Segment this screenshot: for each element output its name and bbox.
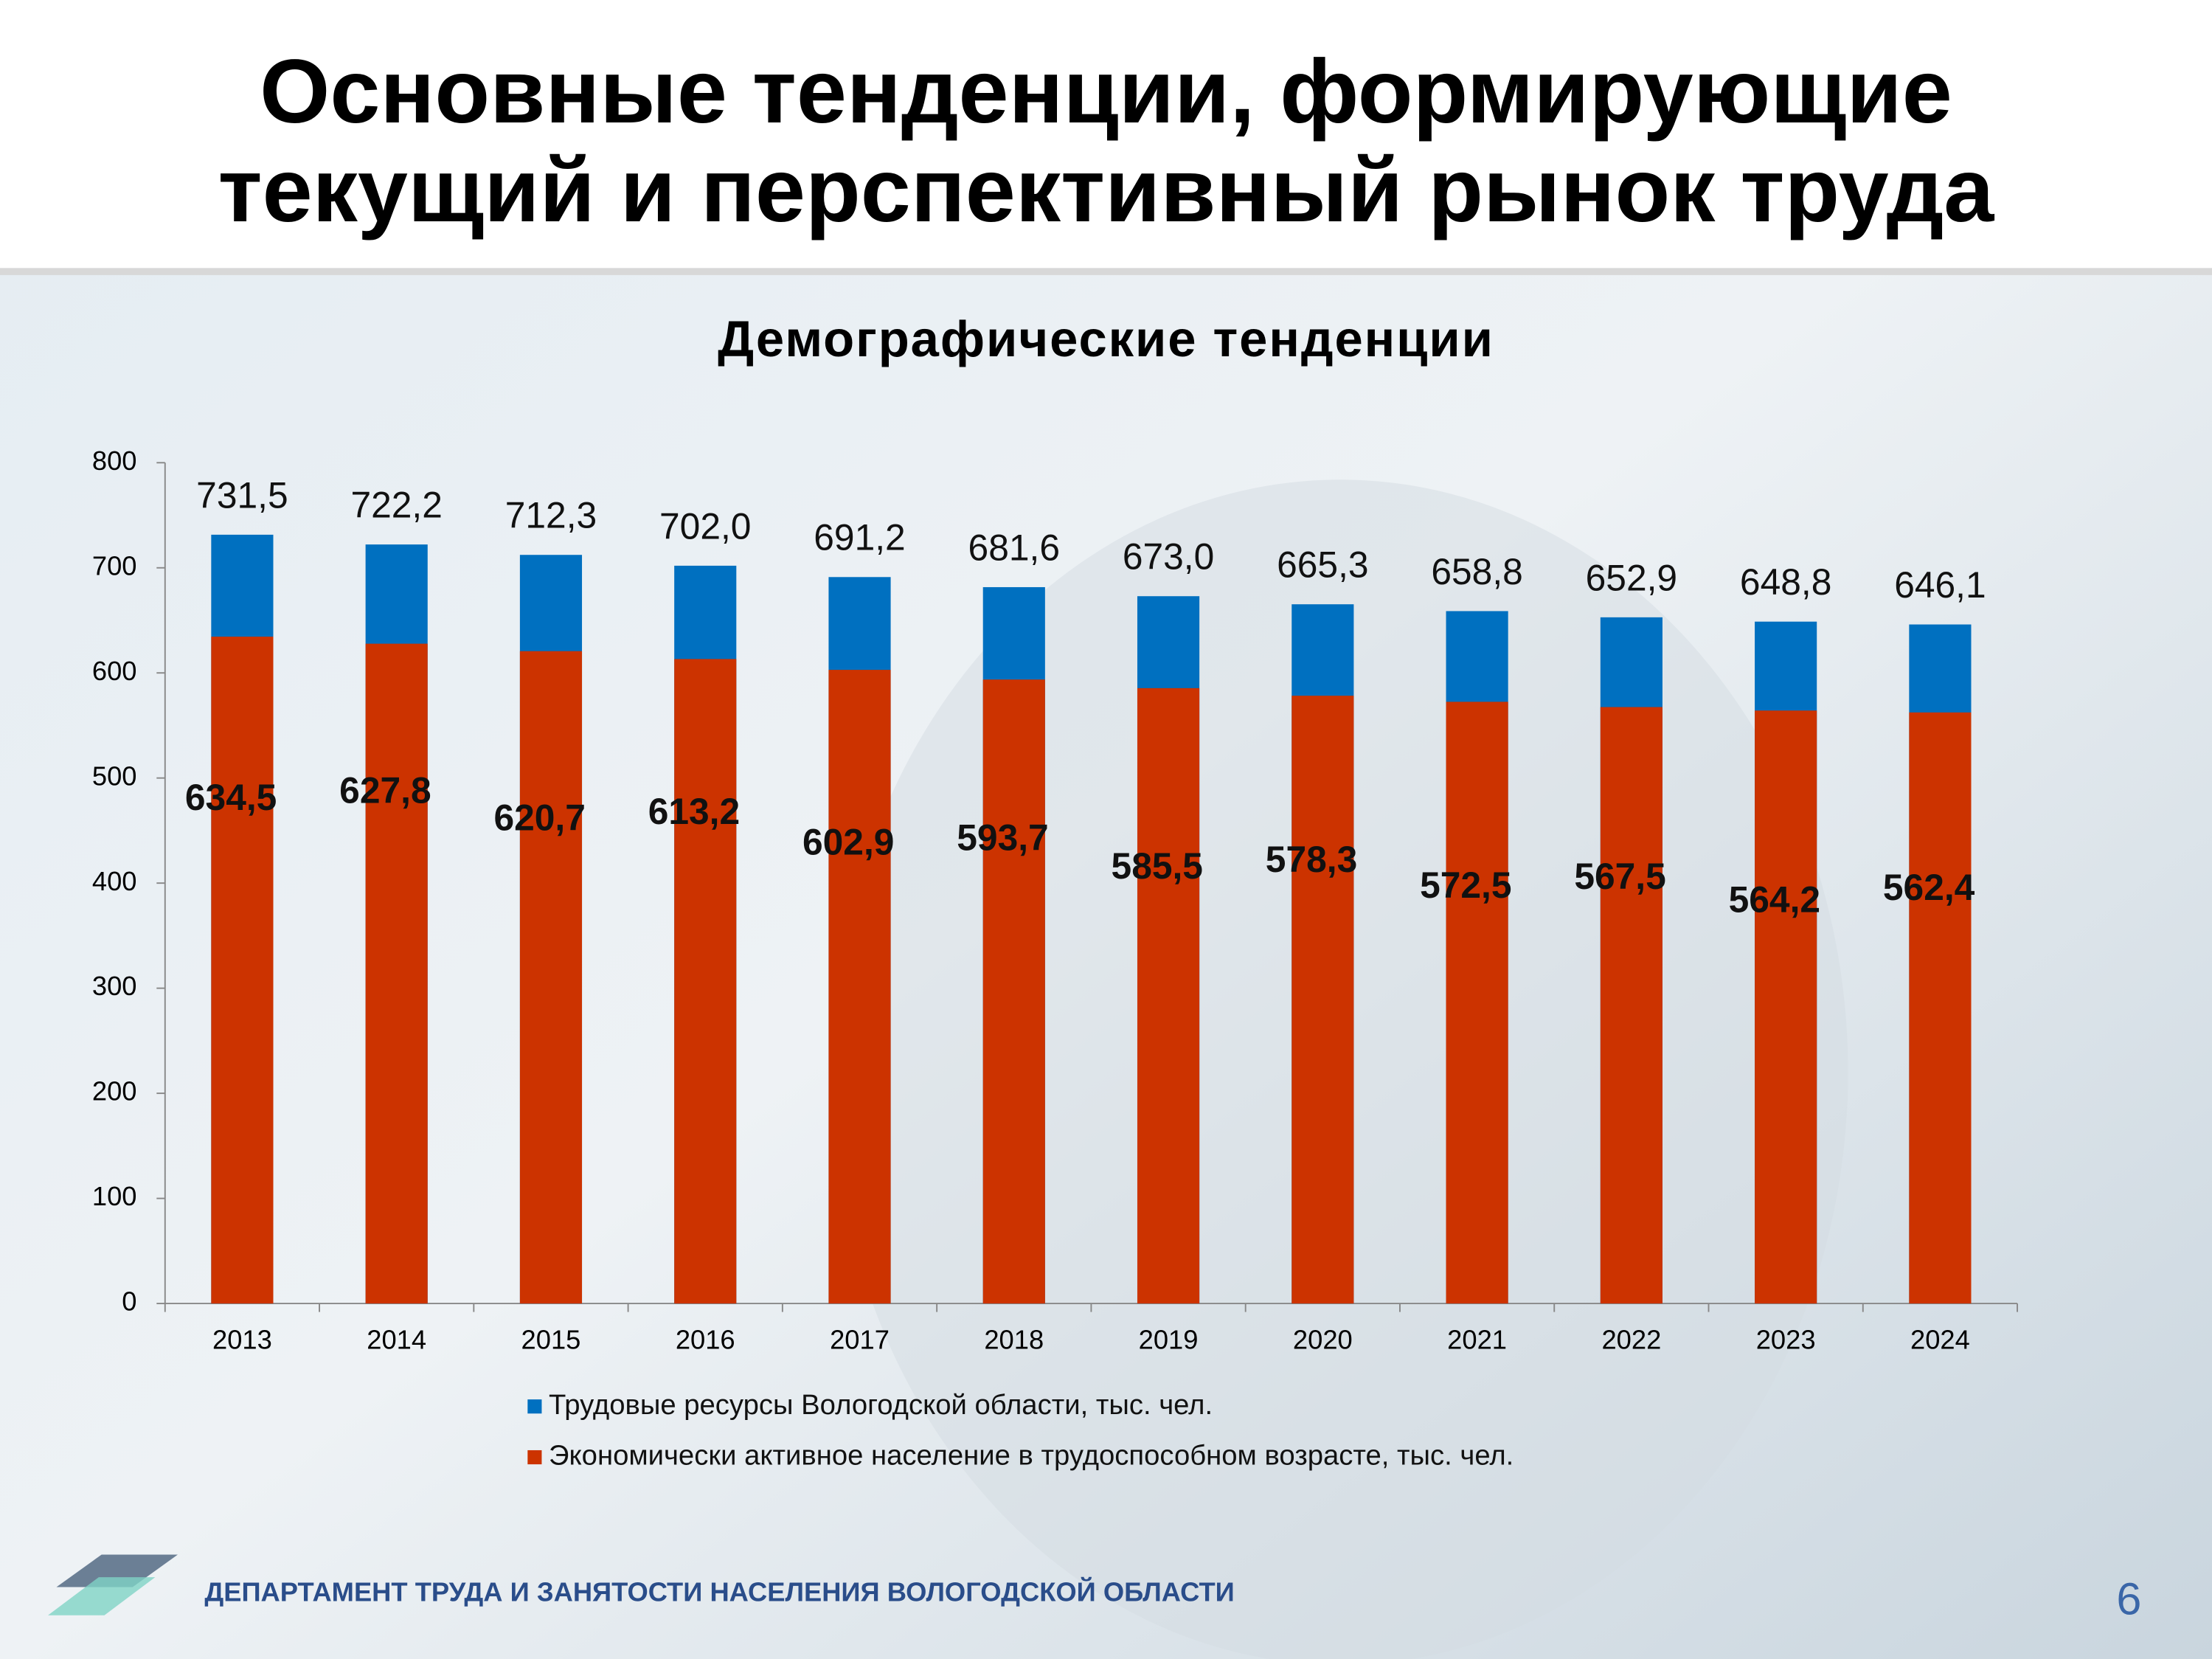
legend-label: Экономически активное население в трудос…	[549, 1440, 1514, 1472]
y-tick-label: 500	[92, 761, 137, 791]
chart: 0 100 200 300 400 500 600 700 800 2013 731,5 634,5 2…	[92, 446, 2019, 1472]
y-tick-label: 800	[92, 446, 137, 476]
chart-title: Демографические тенденции	[718, 311, 1494, 367]
bar	[211, 637, 274, 1304]
bar	[828, 670, 891, 1304]
x-tick-label: 2024	[1910, 1324, 1970, 1354]
logo	[48, 1554, 178, 1615]
value-label: 602,9	[802, 821, 894, 862]
value-label: 722,2	[350, 485, 442, 526]
value-label: 634,5	[185, 777, 277, 818]
value-label: 578,3	[1266, 839, 1357, 880]
logo-shape	[56, 1554, 178, 1587]
value-label: 673,0	[1123, 536, 1214, 578]
value-label: 593,7	[957, 817, 1048, 858]
logo-shape	[48, 1577, 156, 1615]
bar	[1292, 696, 1354, 1304]
value-label: 613,2	[648, 791, 740, 832]
value-label: 627,8	[339, 769, 431, 811]
x-tick-label: 2014	[367, 1324, 426, 1354]
value-label: 646,1	[1894, 564, 1986, 606]
bar	[674, 659, 737, 1304]
bar	[1446, 702, 1508, 1304]
y-tick-label: 0	[122, 1286, 136, 1317]
footer: ДЕПАРТАМЕНТ ТРУДА И ЗАНЯТОСТИ НАСЕЛЕНИЯ …	[204, 1576, 1234, 1607]
value-label: 658,8	[1431, 551, 1522, 592]
x-tick-label: 2020	[1293, 1324, 1353, 1354]
value-label: 572,5	[1420, 865, 1511, 906]
x-tick-label: 2023	[1756, 1324, 1816, 1354]
value-label: 585,5	[1112, 845, 1203, 887]
y-tick-label: 700	[92, 550, 137, 581]
value-label: 652,9	[1586, 557, 1677, 598]
bar	[1755, 710, 1817, 1304]
x-tick-label: 2017	[830, 1324, 890, 1354]
bar	[519, 651, 583, 1304]
value-label: 620,7	[493, 797, 585, 838]
x-tick-label: 2019	[1139, 1324, 1199, 1354]
value-label: 648,8	[1740, 561, 1831, 603]
value-label: 564,2	[1729, 879, 1820, 920]
value-label: 665,3	[1277, 544, 1368, 586]
bar	[365, 643, 428, 1304]
header-rule	[0, 268, 2212, 275]
value-label: 731,5	[196, 474, 288, 516]
x-tick-label: 2013	[212, 1324, 272, 1354]
header	[0, 0, 2212, 269]
value-label: 681,6	[968, 527, 1060, 568]
y-tick-label: 400	[92, 866, 137, 896]
y-tick-label: 200	[92, 1076, 137, 1106]
legend-label: Трудовые ресурсы Вологодской области, ты…	[549, 1389, 1213, 1421]
value-label: 562,4	[1883, 867, 1975, 908]
legend-swatch	[527, 1450, 542, 1465]
value-label: 712,3	[505, 495, 597, 536]
x-tick-label: 2015	[521, 1324, 581, 1354]
bar	[1137, 688, 1200, 1304]
slide-title: текущий и перспективный рынок труда	[218, 139, 1995, 240]
legend-swatch	[527, 1399, 542, 1414]
y-tick-label: 300	[92, 971, 137, 1001]
slide-title: Основные тенденции, формирующие	[260, 41, 1952, 142]
x-tick-label: 2022	[1601, 1324, 1661, 1354]
bar	[982, 679, 1045, 1304]
x-tick-label: 2016	[676, 1324, 735, 1354]
value-label: 702,0	[659, 505, 751, 547]
bar	[1909, 712, 1972, 1304]
y-tick-label: 600	[92, 656, 137, 686]
page-number: 6	[2116, 1574, 2141, 1624]
x-tick-label: 2018	[984, 1324, 1044, 1354]
value-label: 691,2	[814, 517, 905, 558]
value-label: 567,5	[1574, 856, 1665, 897]
x-tick-label: 2021	[1447, 1324, 1507, 1354]
bar	[1600, 707, 1663, 1304]
y-tick-label: 100	[92, 1181, 137, 1211]
